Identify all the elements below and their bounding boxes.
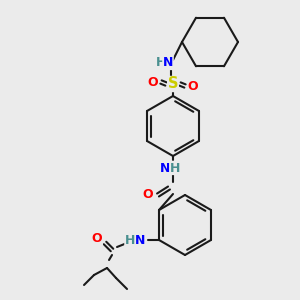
Text: H: H — [156, 56, 166, 70]
Text: O: O — [148, 76, 158, 88]
Text: N: N — [163, 56, 173, 70]
Text: S: S — [168, 76, 178, 92]
Text: N: N — [160, 161, 170, 175]
Text: O: O — [188, 80, 198, 92]
Text: O: O — [92, 232, 102, 244]
Text: H: H — [170, 161, 180, 175]
Text: O: O — [143, 188, 153, 202]
Text: H: H — [125, 233, 135, 247]
Text: N: N — [135, 233, 145, 247]
